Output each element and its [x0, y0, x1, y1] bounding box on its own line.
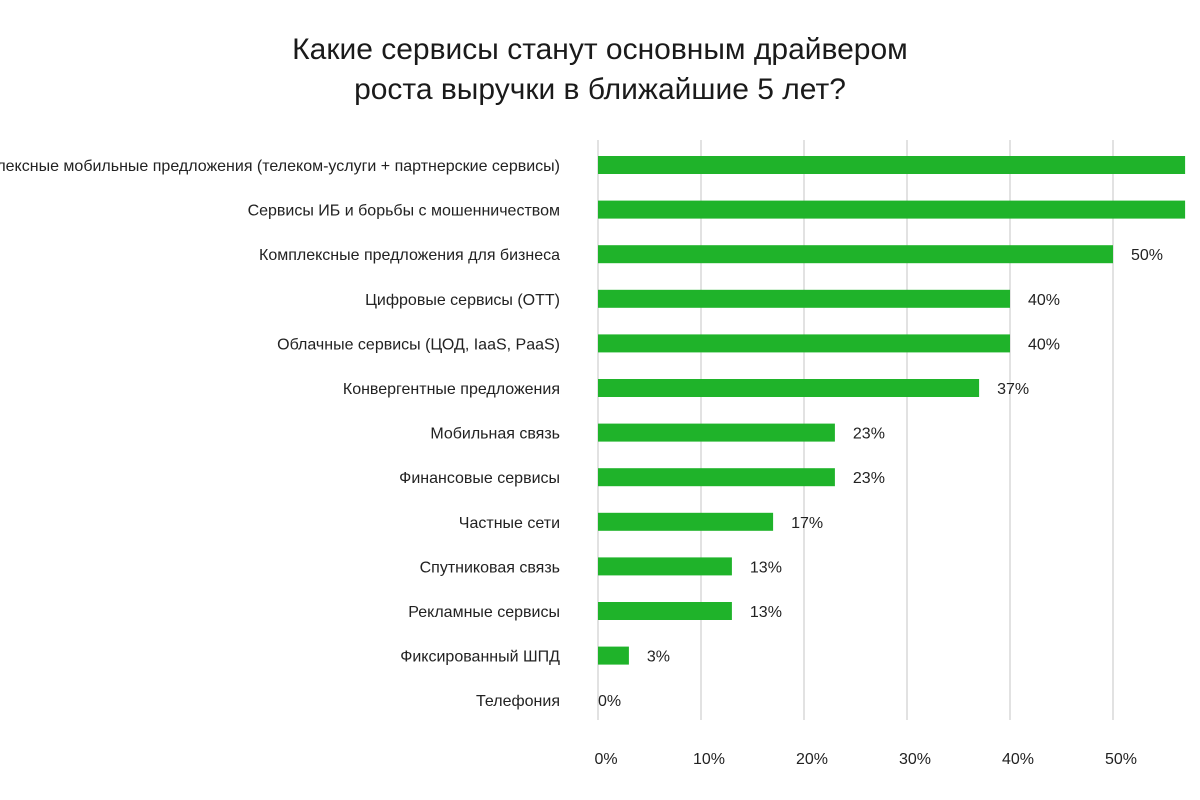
bar — [598, 200, 1186, 219]
x-tick-label-0: 0% — [594, 751, 617, 768]
category-label: Фиксированный ШПД — [400, 649, 560, 666]
chart-title: Какие сервисы станут основным драйвером … — [0, 30, 1200, 110]
value-label: 50% — [1131, 247, 1163, 264]
category-label: Сервисы ИБ и борьбы с мошенничеством — [248, 203, 560, 220]
category-label: Цифровые сервисы (OTT) — [365, 292, 560, 309]
value-label: 13% — [750, 604, 782, 621]
chart-title-line-2: роста выручки в ближайшие 5 лет? — [354, 73, 846, 106]
bar — [598, 468, 835, 487]
x-tick-label-50: 50% — [1105, 751, 1137, 768]
bar — [598, 245, 1113, 264]
category-label: Комплексные предложения для бизнеса — [259, 247, 560, 264]
bar — [598, 334, 1010, 353]
bar — [598, 289, 1010, 308]
bar — [598, 557, 732, 576]
bar — [598, 646, 629, 665]
value-label: 23% — [853, 426, 885, 443]
value-label: 3% — [647, 649, 670, 666]
value-label: 23% — [853, 470, 885, 487]
x-tick-label-20: 20% — [796, 751, 828, 768]
bar — [598, 512, 774, 531]
value-label: 13% — [750, 559, 782, 576]
category-label: Облачные сервисы (ЦОД, IaaS, PaaS) — [277, 336, 560, 353]
chart-title-line-1: Какие сервисы станут основным драйвером — [292, 33, 908, 66]
category-label: Телефония — [476, 693, 560, 710]
value-label: 37% — [997, 381, 1029, 398]
category-label: Комплексные мобильные предложения (телек… — [0, 158, 560, 175]
category-label: Частные сети — [459, 515, 560, 532]
bar — [598, 156, 1186, 174]
x-tick-label-10: 10% — [693, 751, 725, 768]
value-label: 0% — [598, 693, 621, 710]
bar — [598, 379, 980, 397]
value-label: 40% — [1028, 336, 1060, 353]
bar — [598, 602, 732, 620]
bar — [598, 423, 835, 442]
category-label: Рекламные сервисы — [408, 604, 560, 621]
category-label: Спутниковая связь — [420, 559, 560, 576]
x-tick-label-30: 30% — [899, 751, 931, 768]
x-tick-label-40: 40% — [1002, 751, 1034, 768]
value-label: 40% — [1028, 292, 1060, 309]
category-label: Мобильная связь — [430, 426, 560, 443]
category-label: Финансовые сервисы — [399, 470, 560, 487]
category-label: Конвергентные предложения — [343, 381, 560, 398]
value-label: 17% — [791, 515, 823, 532]
